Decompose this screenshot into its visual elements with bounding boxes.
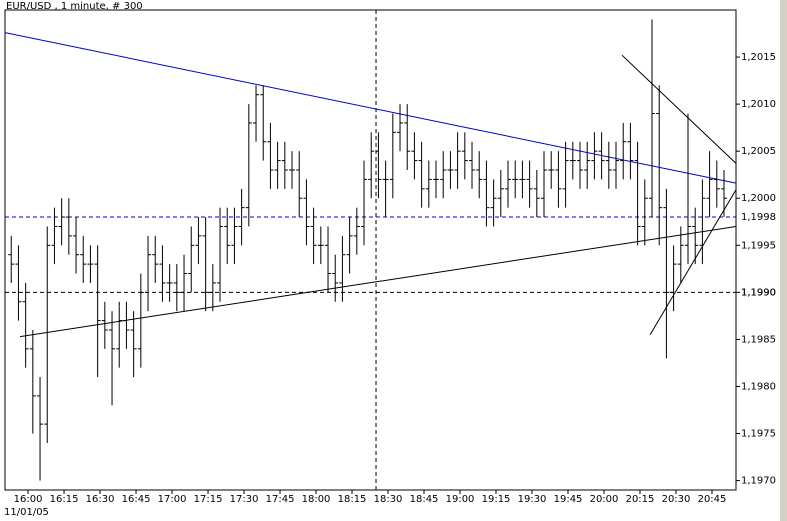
x-tick-label: 20:15 <box>626 494 655 505</box>
y-tick-label: 1,1995 <box>741 240 776 251</box>
x-tick-label: 19:30 <box>518 494 547 505</box>
x-tick-label: 18:15 <box>338 494 367 505</box>
x-tick-label: 18:45 <box>410 494 439 505</box>
y-tick-label: 1,1990 <box>741 287 776 298</box>
x-tick-label: 19:45 <box>554 494 583 505</box>
x-tick-label: 16:45 <box>122 494 151 505</box>
x-tick-label: 18:30 <box>374 494 403 505</box>
y-tick-label: 1,1980 <box>741 381 776 392</box>
x-tick-label: 17:00 <box>158 494 187 505</box>
x-tick-label: 16:00 <box>14 494 43 505</box>
trend-line <box>20 225 737 338</box>
y-tick-label: 1,1985 <box>741 334 776 345</box>
x-tick-label: 17:30 <box>230 494 259 505</box>
date-label: 11/01/05 <box>4 507 49 518</box>
x-tick-label: 20:00 <box>590 494 619 505</box>
y-tick-label: 1,1975 <box>741 429 776 440</box>
x-tick-label: 20:45 <box>698 494 727 505</box>
window-edge <box>780 0 787 521</box>
level-label: 1,1990 <box>741 287 776 298</box>
trend-line <box>621 54 737 164</box>
x-tick-label: 19:00 <box>446 494 475 505</box>
y-tick-label: 1,2010 <box>741 99 776 110</box>
plot-area <box>4 9 737 491</box>
y-tick-label: 1,1970 <box>741 476 776 487</box>
trend-line <box>649 189 737 335</box>
level-label: 1,1998 <box>741 212 776 223</box>
x-tick-label: 19:15 <box>482 494 511 505</box>
y-tick-label: 1,2015 <box>741 52 776 63</box>
trend-line <box>4 32 737 184</box>
chart-title: EUR/USD , 1 minute, # 300 <box>6 1 143 12</box>
x-tick-label: 17:15 <box>194 494 223 505</box>
x-tick-label: 16:30 <box>86 494 115 505</box>
x-tick-label: 17:45 <box>266 494 295 505</box>
x-tick-label: 20:30 <box>662 494 691 505</box>
y-tick-label: 1,2000 <box>741 193 776 204</box>
y-tick-label: 1,2005 <box>741 146 776 157</box>
x-tick-label: 18:00 <box>302 494 331 505</box>
x-tick-label: 16:15 <box>50 494 79 505</box>
